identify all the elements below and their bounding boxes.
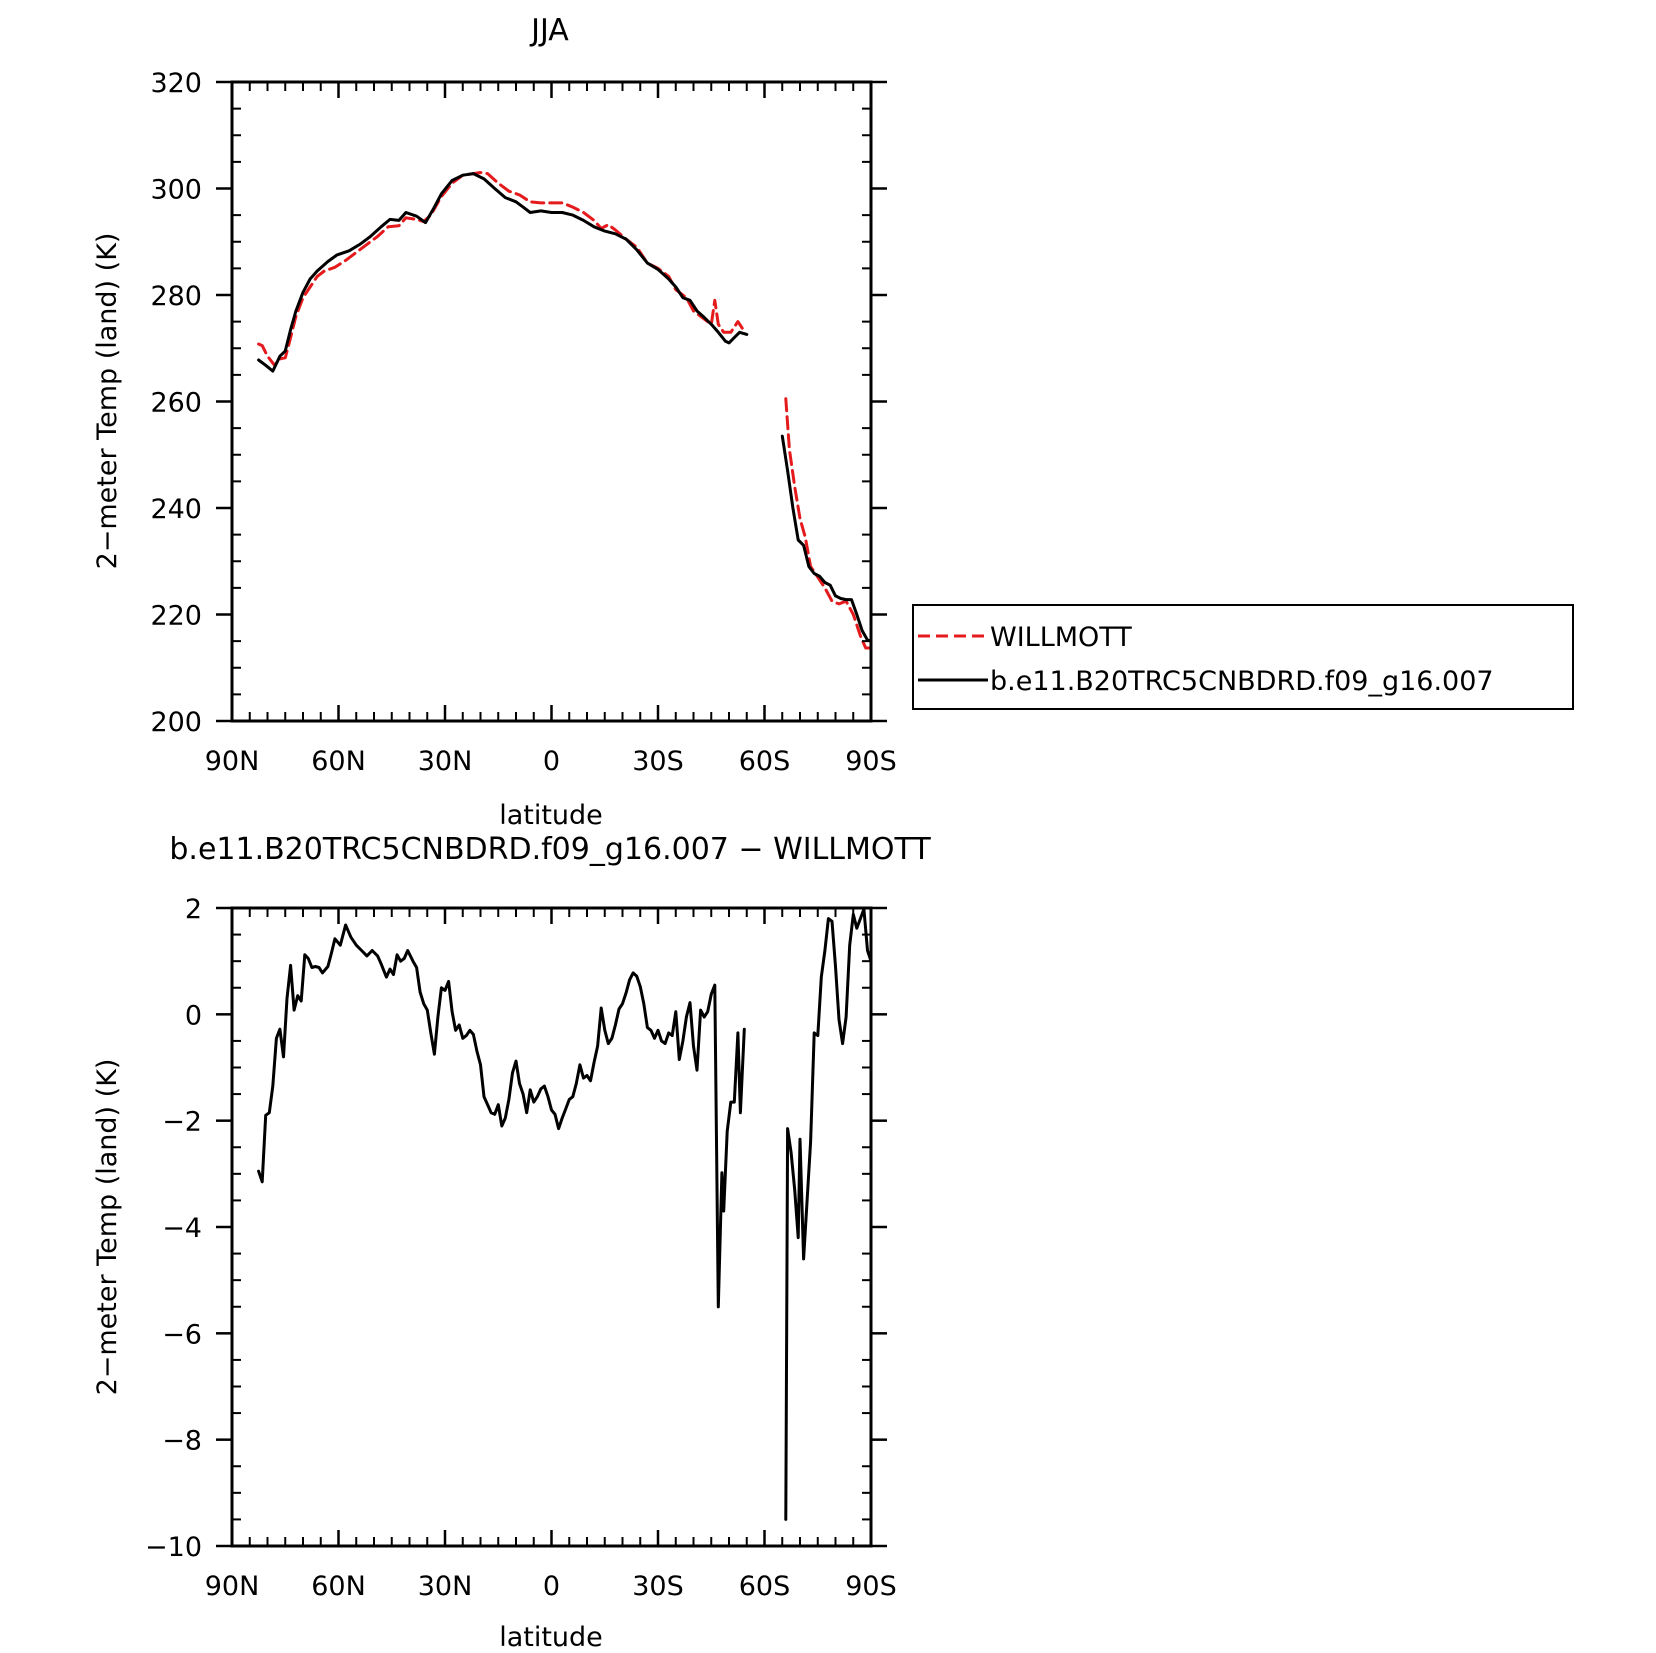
chart-top-ytick-label: 220 <box>150 601 202 632</box>
chart-top-ytick-label: 300 <box>150 175 202 206</box>
chart-top-xtick-label: 60N <box>311 746 366 777</box>
legend: WILLMOTT b.e11.B20TRC5CNBDRD.f09_g16.007 <box>912 604 1574 710</box>
chart-top-ytick-label: 200 <box>150 707 202 738</box>
chart-top-ytick-label: 320 <box>150 68 202 99</box>
chart-bottom-series-layer <box>257 907 873 1521</box>
chart-top-series-0-line-segment-0 <box>257 171 747 367</box>
chart-bottom-xtick-label: 30N <box>418 1571 473 1602</box>
chart-bottom-ytick-label: −2 <box>162 1107 202 1138</box>
chart-top-ytick-label: 240 <box>150 494 202 525</box>
chart-top-xtick-label: 30S <box>632 746 684 777</box>
chart-bottom-frame <box>230 906 873 1548</box>
chart-top-xtick-label: 60S <box>739 746 791 777</box>
chart-top-series-0-line-segment-1 <box>784 397 873 650</box>
chart-bottom-ytick-label: 0 <box>185 1000 202 1031</box>
chart-top-title: JJA <box>529 13 569 48</box>
chart-bottom-series-0-line-segment-1 <box>784 907 873 1521</box>
chart-bottom-ytick-label: 2 <box>185 894 202 925</box>
chart-bottom: b.e11.B20TRC5CNBDRD.f09_g16.007 − WILLMO… <box>92 832 931 1653</box>
chart-top-xtick-label: 0 <box>543 746 560 777</box>
chart-top-xlabel: latitude <box>499 800 603 831</box>
chart-bottom-xtick-label: 60S <box>739 1571 791 1602</box>
chart-top-frame <box>230 80 873 723</box>
chart-bottom-ytick-label: −10 <box>145 1532 202 1563</box>
chart-bottom-xlabel: latitude <box>499 1622 603 1653</box>
chart-top-series-1-line-segment-0 <box>257 172 749 373</box>
chart-bottom-xtick-label: 90N <box>205 1571 260 1602</box>
chart-bottom-title: b.e11.B20TRC5CNBDRD.f09_g16.007 − WILLMO… <box>169 832 931 867</box>
chart-bottom-ytick-label: −8 <box>162 1426 202 1457</box>
chart-top: JJA 90N 60N 30N 0 30S 60S 90S 200 220 240 260 280 30… <box>92 13 897 831</box>
chart-bottom-series-0-line-segment-0 <box>257 923 746 1309</box>
chart-top-xtick-label: 30N <box>418 746 473 777</box>
chart-bottom-xtick-label: 60N <box>311 1571 366 1602</box>
chart-bottom-ylabel: 2−meter Temp (land) (K) <box>92 1059 123 1396</box>
chart-bottom-xtick-label: 90S <box>845 1571 897 1602</box>
chart-top-ytick-label: 260 <box>150 388 202 419</box>
chart-bottom-ytick-label: −4 <box>162 1213 202 1244</box>
chart-top-xtick-label: 90N <box>205 746 260 777</box>
chart-top-series-layer <box>257 171 873 650</box>
chart-bottom-axes: 90N 60N 30N 0 30S 60S 90S −10 −8 −6 −4 −2 0 2 <box>145 894 897 1602</box>
chart-bottom-ytick-label: −6 <box>162 1319 202 1350</box>
chart-top-ylabel: 2−meter Temp (land) (K) <box>92 233 123 570</box>
chart-top-ytick-label: 280 <box>150 281 202 312</box>
chart-bottom-xtick-label: 0 <box>543 1571 560 1602</box>
chart-top-xtick-label: 90S <box>845 746 897 777</box>
chart-bottom-xtick-label: 30S <box>632 1571 684 1602</box>
chart-top-series-1-line-segment-1 <box>780 434 873 643</box>
legend-label-model: b.e11.B20TRC5CNBDRD.f09_g16.007 <box>990 666 1494 697</box>
legend-label-willmott: WILLMOTT <box>990 622 1132 653</box>
legend-box <box>912 604 1574 710</box>
chart-top-axes: 90N 60N 30N 0 30S 60S 90S 200 220 240 260 280 300 320 <box>150 68 896 777</box>
